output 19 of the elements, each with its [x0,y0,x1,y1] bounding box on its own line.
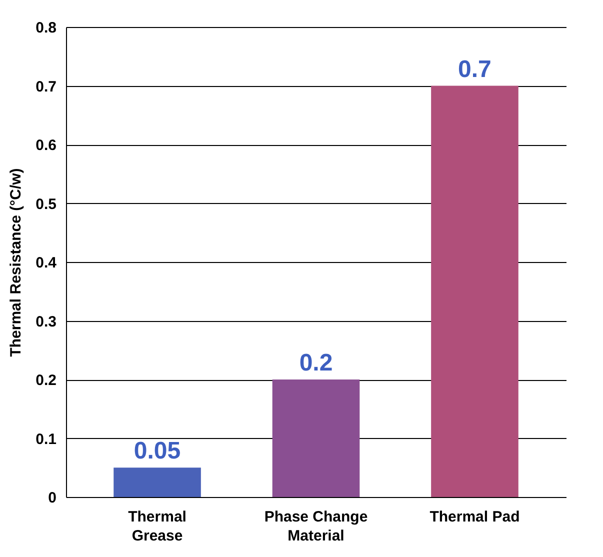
y-tick-label: 0.6 [36,137,56,154]
x-tick-label: Thermal Grease [128,508,186,544]
data-label: 0.05 [134,438,181,465]
y-tick-label: 0 [48,490,56,506]
y-tick-label: 0.7 [36,78,56,96]
y-tick-label: 0.4 [36,254,58,272]
bar [272,380,360,497]
bar [431,86,518,497]
y-tick-label: 0.1 [36,430,56,448]
y-tick-label: 0.8 [36,20,56,36]
data-label: 0.2 [299,350,333,376]
y-tick-label: 0.2 [36,372,56,389]
y-tick-label: 0.3 [36,313,56,330]
x-tick-label: Phase Change Material [264,508,368,544]
data-label: 0.7 [458,56,492,83]
y-axis-title: Thermal Resistance (°C/w) [8,168,25,357]
y-tick-label: 0.5 [36,196,56,213]
bar [114,468,201,497]
x-tick-label: Thermal Pad [430,508,520,526]
